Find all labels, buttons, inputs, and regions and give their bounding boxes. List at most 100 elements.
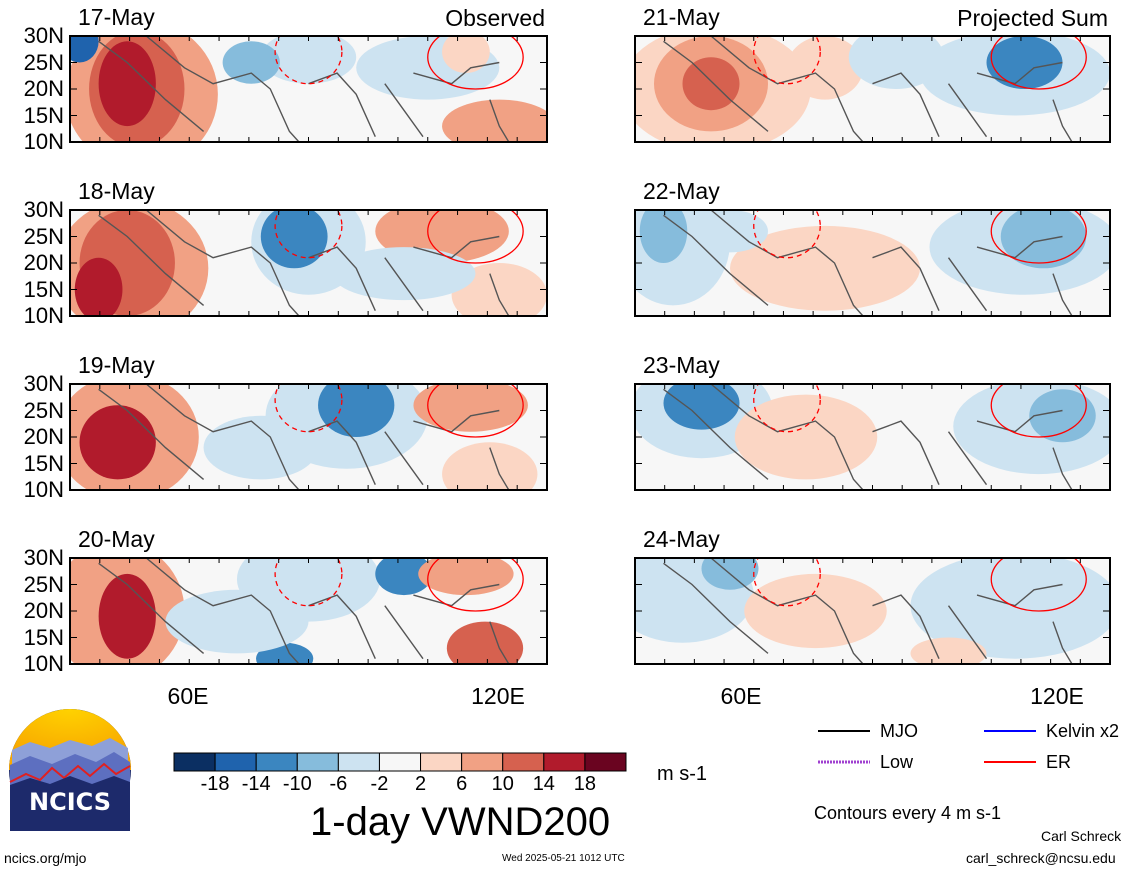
er-contour: [990, 384, 1087, 438]
shading-blob: [413, 384, 528, 432]
coastline: [663, 558, 1073, 664]
panel-date-label: 21-May: [643, 4, 720, 30]
shading-blob: [418, 558, 514, 596]
shading-blob: [730, 225, 920, 311]
contour-note: Contours every 4 m s-1: [814, 803, 1002, 823]
lat-label: 20N: [23, 250, 64, 275]
coastline: [663, 210, 1073, 316]
er-contour-negative: [753, 36, 821, 85]
shading-blob: [79, 405, 156, 480]
shading-blob: [260, 210, 328, 269]
map-panel-projected-3: [634, 383, 1111, 491]
legend-low-label: Low: [880, 752, 914, 772]
shading-blob: [70, 36, 99, 63]
coastline: [663, 384, 1073, 490]
er-contour-negative: [274, 558, 343, 607]
shading-blob: [375, 558, 433, 596]
panel-date-label: 22-May: [643, 178, 720, 204]
lon-label: 120E: [471, 683, 525, 709]
er-contour: [427, 384, 524, 438]
shading-blob: [318, 384, 395, 437]
colorbar-tick-label: -6: [329, 773, 348, 795]
shading-blob: [639, 210, 688, 263]
colorbar-swatch: [420, 752, 463, 772]
coastline: [663, 36, 1073, 142]
lat-label: 15N: [23, 102, 64, 128]
colorbar-tick-label: -2: [370, 773, 389, 795]
map-panel-observed-1: [69, 35, 548, 143]
shading-blob: [682, 57, 740, 111]
er-contour-negative: [274, 36, 343, 85]
lat-label: 30N: [23, 23, 64, 48]
colorbar-swatch: [378, 752, 422, 772]
lat-label: 25N: [23, 397, 64, 423]
coastline: [98, 558, 510, 664]
shading-blob: [74, 257, 123, 316]
er-contour: [427, 210, 524, 264]
colorbar-swatch: [461, 752, 504, 772]
lat-label: 25N: [23, 223, 64, 249]
panel-date-label: 23-May: [643, 352, 720, 378]
legend-mjo-label: MJO: [880, 721, 918, 741]
er-contour: [990, 558, 1087, 612]
shading-blob: [442, 442, 538, 490]
ncics-logo: NCICS: [9, 709, 131, 831]
header-observed: Observed: [445, 5, 545, 31]
shading-blob: [848, 36, 944, 89]
er-contour: [990, 36, 1087, 90]
coastline: [98, 210, 510, 316]
lat-label: 30N: [23, 371, 64, 396]
shading-blob: [910, 637, 987, 664]
panel-date-label: 18-May: [78, 178, 155, 204]
lat-label: 20N: [23, 76, 64, 101]
lat-label: 10N: [23, 129, 64, 154]
panel-date-label: 24-May: [643, 526, 720, 552]
author-email: carl_schreck@ncsu.edu: [966, 850, 1116, 866]
colorbar-swatch: [214, 752, 257, 772]
coastline: [98, 384, 510, 490]
colorbar-swatch: [296, 752, 339, 772]
colorbar: [173, 752, 627, 772]
map-panel-projected-2: [634, 209, 1111, 317]
lat-label: 15N: [23, 450, 64, 476]
main-title: 1-day VWND200: [310, 800, 611, 844]
header-projected: Projected Sum: [957, 5, 1108, 31]
colorbar-swatch: [337, 752, 380, 772]
shading-blob: [98, 573, 156, 659]
shading-blob: [1029, 389, 1096, 443]
lat-label: 15N: [23, 276, 64, 302]
map-panel-observed-3: [69, 383, 548, 491]
colorbar-tick-label: 2: [414, 773, 427, 795]
legend-lines: [818, 730, 1036, 764]
shading-blob: [332, 247, 476, 301]
colorbar-swatch: [502, 752, 545, 772]
shading-blob: [98, 41, 156, 127]
shading-blob: [260, 36, 357, 84]
colorbar-tick-label: 18: [573, 773, 597, 795]
colorbar-swatch: [255, 752, 298, 772]
shading-blob: [451, 263, 547, 316]
shading-blob: [744, 573, 887, 649]
site-url: ncics.org/mjo: [4, 850, 87, 866]
colorbar-tick-label: 10: [491, 773, 514, 795]
coastline: [98, 36, 510, 142]
map-panel-projected-1: [634, 35, 1111, 143]
shading-blob: [986, 36, 1063, 89]
shading-blob: [910, 558, 1110, 659]
map-panel-observed-2: [69, 209, 548, 317]
lon-label: 120E: [1030, 683, 1084, 709]
shading-blob: [203, 415, 319, 480]
lon-label: 60E: [720, 683, 762, 709]
shading-blob: [222, 41, 280, 84]
lat-label: 10N: [23, 477, 64, 502]
colorbar-tick-label: 6: [456, 773, 468, 795]
shading-blob: [165, 589, 309, 654]
lat-label: 25N: [23, 49, 64, 75]
lat-label: 10N: [23, 651, 64, 676]
shading-blob: [787, 36, 863, 100]
er-contour: [427, 558, 524, 612]
shading-blob: [663, 384, 740, 430]
lon-label: 60E: [167, 683, 209, 709]
colorbar-swatch: [584, 752, 627, 772]
